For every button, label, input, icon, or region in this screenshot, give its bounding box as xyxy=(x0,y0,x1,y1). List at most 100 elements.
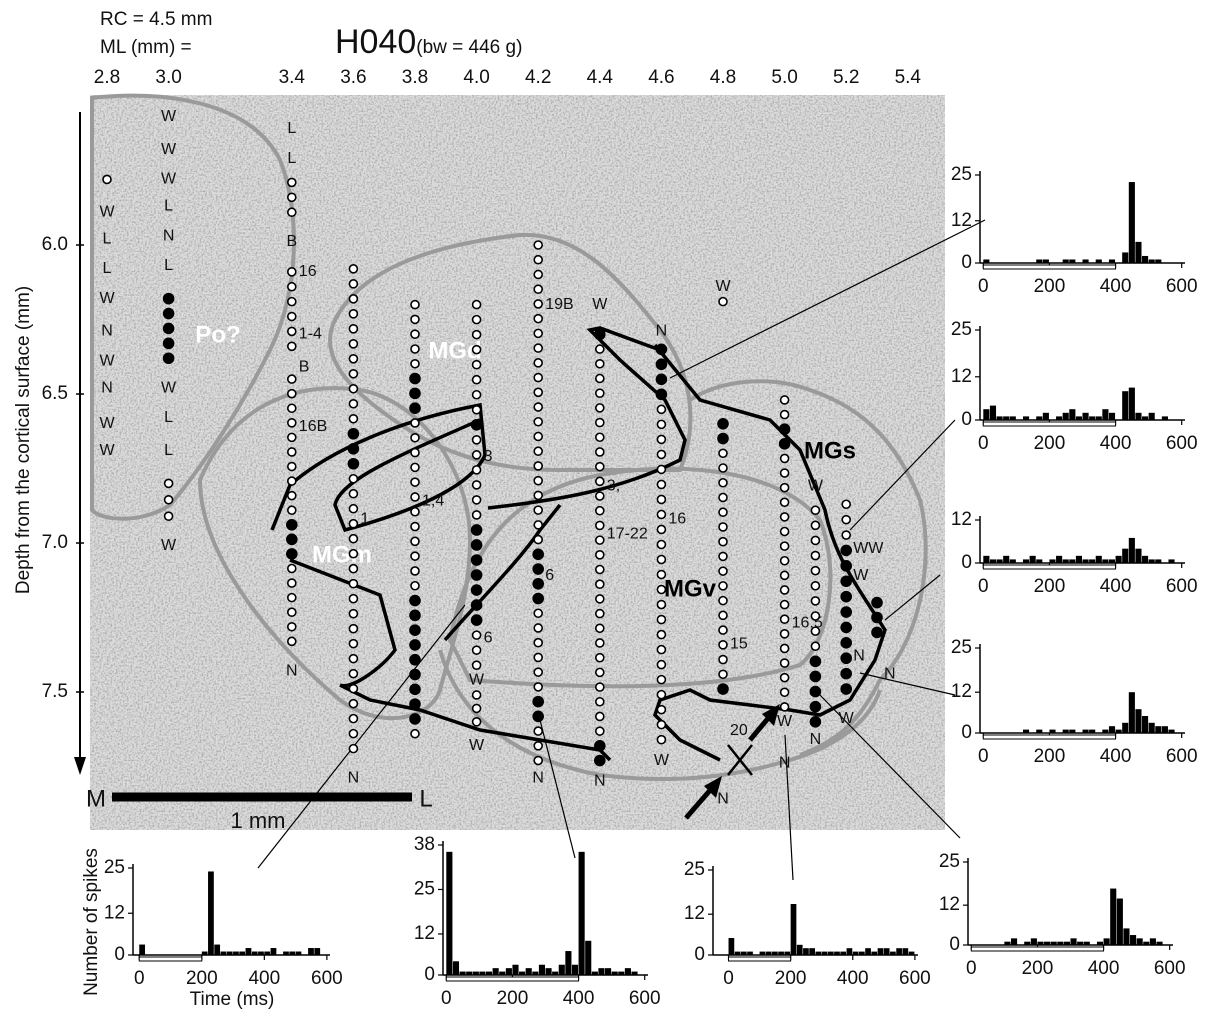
recording-site xyxy=(781,396,789,404)
recording-site xyxy=(411,508,419,516)
recording-site xyxy=(410,670,420,680)
bar xyxy=(202,952,208,955)
recording-site xyxy=(811,536,819,544)
bar xyxy=(1010,559,1016,563)
recording-site xyxy=(781,703,789,711)
recording-site xyxy=(472,570,482,580)
bar xyxy=(239,952,245,955)
site-label: N xyxy=(101,323,113,340)
recording-site xyxy=(719,523,727,531)
site-label: B xyxy=(286,233,297,250)
recording-site xyxy=(719,552,727,560)
recording-site xyxy=(811,627,819,635)
recording-site xyxy=(781,659,789,667)
bar xyxy=(1044,942,1050,945)
recording-site xyxy=(410,640,420,650)
recording-site xyxy=(473,346,481,354)
recording-site xyxy=(534,447,542,455)
site-label: W xyxy=(654,752,670,769)
site-label: W xyxy=(99,203,115,220)
stimulus-bar xyxy=(983,565,1115,569)
x-tick-label: 0 xyxy=(978,276,989,297)
bar xyxy=(532,972,538,975)
site-label: L xyxy=(164,442,173,459)
bar xyxy=(760,952,766,955)
bar xyxy=(1142,416,1148,420)
bar xyxy=(809,948,815,955)
site-note: 6 xyxy=(545,567,554,584)
x-tick-label: 200 xyxy=(186,968,218,989)
recording-site xyxy=(596,419,604,427)
recording-site xyxy=(349,610,357,618)
recording-site xyxy=(810,717,820,727)
ml-tick-label: 3.8 xyxy=(402,67,428,88)
x-tick-label: 600 xyxy=(629,988,661,1009)
recording-site xyxy=(841,592,851,602)
recording-site xyxy=(534,270,542,278)
bar xyxy=(1155,259,1161,263)
site-note: 16 xyxy=(668,510,686,527)
x-tick-label: 600 xyxy=(1166,746,1198,767)
recording-site xyxy=(534,668,542,676)
recording-site xyxy=(473,406,481,414)
bar xyxy=(227,952,233,955)
bar xyxy=(460,972,466,975)
recording-site xyxy=(657,631,665,639)
recording-site xyxy=(349,400,357,408)
bar xyxy=(1129,388,1135,420)
site-note: 1 xyxy=(360,510,369,527)
bar xyxy=(208,871,214,955)
recording-site xyxy=(349,625,357,633)
recording-site xyxy=(473,361,481,369)
recording-site xyxy=(349,730,357,738)
depth-axis-label: Depth from the cortical surface (mm) xyxy=(13,286,34,594)
recording-site xyxy=(781,411,789,419)
y-tick-label: 0 xyxy=(114,944,125,965)
bar xyxy=(741,952,747,955)
bar xyxy=(579,852,585,975)
bar xyxy=(214,945,220,955)
bar xyxy=(1056,556,1062,563)
bar xyxy=(539,965,545,975)
bar xyxy=(1096,556,1102,563)
recording-site xyxy=(780,439,790,449)
recording-site xyxy=(287,534,297,544)
ml-label: ML (mm) = xyxy=(100,37,192,58)
x-tick-label: 0 xyxy=(978,576,989,597)
recording-site xyxy=(288,298,296,306)
bar xyxy=(598,968,604,975)
recording-site xyxy=(288,327,296,335)
recording-site xyxy=(288,448,296,456)
site-label: W xyxy=(99,352,115,369)
bar xyxy=(1104,938,1110,945)
recording-site xyxy=(349,640,357,648)
bar xyxy=(1030,556,1036,563)
recording-site xyxy=(842,531,850,539)
recording-site xyxy=(872,613,882,623)
recording-site xyxy=(288,564,296,572)
recording-site xyxy=(473,301,481,309)
page: Po? MGd MGm MGv MGs RC = 4.5 mm ML (mm) … xyxy=(0,0,1212,1018)
x-tick-label: 0 xyxy=(723,968,734,989)
bar xyxy=(499,972,505,975)
site-label: L xyxy=(164,197,173,214)
x-tick-label: 400 xyxy=(248,968,280,989)
recording-site xyxy=(534,418,542,426)
y-tick-label: 0 xyxy=(694,944,705,965)
recording-site xyxy=(841,669,851,679)
bar xyxy=(1122,252,1128,263)
y-tick-label: 12 xyxy=(951,366,972,387)
x-tick-label: 0 xyxy=(966,958,977,979)
recording-site xyxy=(473,631,481,639)
recording-site xyxy=(348,444,358,454)
recording-site xyxy=(596,433,604,441)
site-note: WW xyxy=(853,540,884,557)
bar xyxy=(983,259,989,263)
site-label: W xyxy=(161,379,177,396)
recording-site xyxy=(534,477,542,485)
title-main: H040 xyxy=(335,23,416,61)
recording-site xyxy=(473,661,481,669)
recording-site xyxy=(473,316,481,324)
bar xyxy=(853,952,859,955)
recording-site xyxy=(288,594,296,602)
